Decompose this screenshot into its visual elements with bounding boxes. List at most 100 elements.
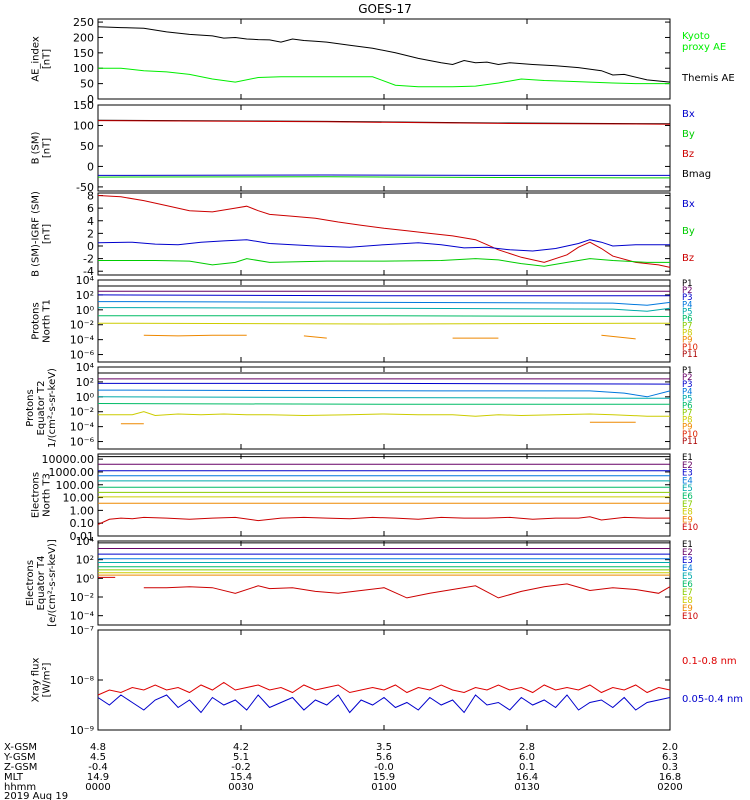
x-axis-value: 3.5 [376, 742, 392, 753]
legend-item-p9: P9 [682, 423, 693, 433]
y-axis-label: Protons [25, 389, 36, 426]
y-axis-label: [e/(cm²-s-sr-keV)] [47, 539, 58, 627]
y-axis-label: Electrons [25, 560, 36, 606]
legend-item-e5: E5 [682, 484, 693, 494]
legend-item-e2: E2 [682, 548, 693, 558]
legend-item-bmag: Bmag [682, 169, 711, 180]
y-tick-label: 1.00 [70, 504, 95, 517]
legend-item-e8: E8 [682, 596, 693, 606]
y-tick-label: 100 [73, 62, 94, 75]
y-axis-label: Equator T2 [36, 381, 47, 436]
legend-item-e3: E3 [682, 556, 693, 566]
legend-item-p1: P1 [682, 279, 693, 289]
legend-item-e10: E10 [682, 523, 698, 533]
y-axis-label: Electrons [31, 472, 42, 518]
legend-item-e7: E7 [682, 500, 693, 510]
y-axis-label: [nT] [42, 224, 53, 244]
y-tick-label: 150 [73, 47, 94, 60]
x-axis-row-label: X-GSM [4, 742, 37, 753]
x-axis-row-label: Y-GSM [3, 752, 36, 763]
plot-title: GOES-17 [358, 2, 412, 16]
y-tick-label: 10.00 [63, 492, 95, 505]
y-tick-label: -50 [76, 181, 94, 194]
y-axis-label: [nT] [42, 49, 53, 69]
series-line-bz [97, 195, 671, 268]
y-tick-label: 10⁴ [76, 361, 95, 374]
series-line-p6 [97, 403, 670, 405]
y-tick-label: 4 [87, 215, 94, 228]
y-axis-label: [nT] [42, 138, 53, 158]
x-axis-row-label: hhmm [4, 782, 36, 793]
legend-item-e2: E2 [682, 461, 693, 471]
y-axis-label: Equator T4 [36, 556, 47, 611]
series-line-e10 [97, 516, 670, 525]
y-axis-label: North T1 [42, 299, 53, 343]
series-line-p4 [97, 301, 671, 306]
y-tick-label: -4 [83, 265, 94, 278]
panel-frame [97, 279, 671, 363]
legend-item-by: By [682, 226, 695, 237]
legend-item-p2: P2 [682, 373, 693, 383]
legend-item-p11: P11 [682, 350, 698, 360]
panel-5: 10⁴ 10² 10⁰ 10⁻² 10⁻⁴ 10⁻⁶ Protons Equator T2 1/… [25, 361, 698, 450]
panel-2: 150 100 50 0 -50 B (SM) [nT] Bx By Bz Bmag [31, 99, 712, 194]
legend-item-e6: E6 [682, 492, 693, 502]
y-tick-label: -2 [83, 253, 94, 266]
x-axis-value: 15.9 [373, 772, 395, 783]
legend-item-p6: P6 [682, 401, 693, 411]
x-axis-value: 0100 [371, 782, 396, 793]
y-tick-label: 2 [87, 227, 94, 240]
legend-item-bx: Bx [682, 109, 695, 120]
legend-item-e4: E4 [682, 564, 693, 574]
y-tick-label: 8 [87, 190, 94, 203]
series-line-p3 [98, 382, 671, 385]
legend-item-p1: P1 [682, 366, 693, 376]
legend-item-p6: P6 [682, 314, 693, 324]
y-tick-label: 1000.00 [49, 466, 95, 479]
y-tick-label: 0 [87, 160, 94, 173]
legend-item-p5: P5 [682, 394, 693, 404]
x-axis-value: 6.0 [519, 752, 535, 763]
legend-item-p3: P3 [682, 380, 693, 390]
y-tick-label: 10⁻⁹ [70, 724, 94, 737]
y-axis-label: [W/m²] [42, 662, 53, 697]
y-tick-label: 10² [76, 289, 94, 302]
series-line-e10b [143, 583, 671, 599]
x-axis-value: -0.0 [374, 762, 394, 773]
panel-4: 10⁴ 10² 10⁰ 10⁻² 10⁻⁴ 10⁻⁶ Protons North T1 P1P2… [31, 274, 698, 363]
panel-8: 10⁻⁷ 10⁻⁸ 10⁻⁹ Xray flux [W/m²] 0.1-0.8 nm 0.0… [31, 624, 744, 737]
y-axis-label: AE_index [31, 36, 42, 82]
x-axis-value: 0.3 [662, 762, 678, 773]
y-tick-label: 0 [87, 93, 94, 106]
y-tick-label: 50 [80, 140, 94, 153]
x-axis-value: 15.4 [230, 772, 252, 783]
y-tick-label: 10⁻² [70, 319, 94, 332]
y-tick-label: 10⁻⁶ [70, 436, 95, 449]
y-tick-label: 10⁰ [76, 304, 95, 317]
series-line-by [97, 176, 671, 179]
legend-item-e8: E8 [682, 508, 693, 518]
legend-item-themis-ae: Themis AE [681, 73, 735, 84]
legend-item-kyoto: Kyoto [682, 31, 710, 42]
series-line-p6 [98, 315, 671, 317]
series-line-themis-ae [97, 26, 671, 83]
y-tick-label: 250 [73, 16, 94, 29]
x-axis-row-label: Z-GSM [4, 762, 37, 773]
y-tick-label: 6 [87, 202, 94, 215]
series-line-p8b [303, 335, 327, 339]
legend-item-p4: P4 [682, 300, 693, 310]
x-axis-value: -0.4 [88, 762, 108, 773]
legend-item-e6: E6 [682, 580, 693, 590]
y-tick-label: 100.00 [56, 479, 95, 492]
series-line-p7 [97, 322, 671, 325]
series-line-p5 [97, 396, 671, 399]
y-tick-label: 0.01 [70, 530, 95, 543]
legend-item-p3: P3 [682, 293, 693, 303]
legend-item-p8: P8 [682, 329, 693, 339]
y-tick-label: 0.10 [70, 517, 95, 530]
